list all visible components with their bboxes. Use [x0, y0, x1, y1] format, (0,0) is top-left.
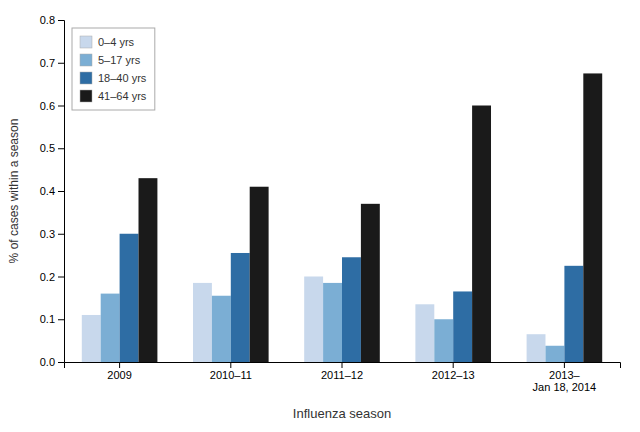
x-tick: 2013–Jan 18, 2014 [533, 362, 597, 393]
y-tick-mark [58, 362, 64, 363]
y-tick: 0.5 [40, 142, 64, 154]
legend-swatch [80, 90, 92, 102]
bar [82, 315, 101, 362]
bar [472, 106, 491, 363]
x-tick-mark [342, 362, 343, 368]
chart: 0.00.10.20.30.40.50.60.70.820092010–1120… [0, 0, 640, 432]
legend-item: 5–17 yrs [80, 54, 141, 66]
x-tick-mark [119, 362, 120, 368]
y-tick-label: 0.1 [40, 313, 55, 325]
y-tick-mark [58, 191, 64, 192]
y-tick-label: 0.0 [40, 356, 55, 368]
bar [101, 294, 120, 362]
plot: 0.00.10.20.30.40.50.60.70.820092010–1120… [7, 14, 621, 421]
bar-series [120, 234, 584, 362]
legend-frame [72, 28, 155, 110]
bar [139, 178, 158, 362]
y-tick-label: 0.4 [40, 185, 55, 197]
y-tick: 0.4 [40, 185, 64, 197]
y-tick-label: 0.7 [40, 57, 55, 69]
x-tick-mark [564, 362, 565, 368]
x-tick-mark [230, 362, 231, 368]
y-tick-mark [58, 148, 64, 149]
legend-label: 18–40 yrs [98, 72, 147, 84]
bar [583, 73, 602, 362]
legend-swatch [80, 36, 92, 48]
x-tick-label: 2011–12 [321, 369, 363, 381]
x-tick: 2009 [107, 362, 131, 381]
bar [361, 204, 380, 362]
y-tick: 0.8 [40, 14, 64, 26]
y-tick-mark [58, 277, 64, 278]
bars [82, 73, 602, 362]
bar [434, 319, 453, 362]
bar [527, 334, 546, 362]
x-tick: 2012–13 [432, 362, 475, 381]
y-tick-label: 0.6 [40, 100, 55, 112]
y-tick-mark [58, 319, 64, 320]
y-tick-label: 0.2 [40, 271, 55, 283]
x-axis-title: Influenza season [293, 406, 391, 421]
legend-label: 0–4 yrs [98, 36, 135, 48]
x-tick: 2010–11 [210, 362, 252, 381]
y-tick: 0.3 [40, 228, 64, 240]
y-tick-mark [58, 106, 64, 107]
x-tick-label: 2010–11 [210, 369, 252, 381]
bar-series [101, 283, 565, 362]
y-axis-line [58, 21, 65, 363]
y-tick-mark [58, 234, 64, 235]
bar [342, 257, 361, 362]
bar [212, 296, 231, 362]
y-tick: 0.6 [40, 100, 64, 112]
y-tick: 0.2 [40, 271, 64, 283]
bar [323, 283, 342, 362]
x-axis-line [65, 363, 621, 369]
bar [250, 187, 269, 362]
bar [193, 283, 212, 362]
bar-series [139, 73, 603, 362]
legend-item: 41–64 yrs [80, 90, 147, 102]
x-tick: 2011–12 [321, 362, 363, 381]
legend-item: 0–4 yrs [80, 36, 135, 48]
x-tick-label: 2009 [107, 369, 131, 381]
y-axis-title: % of cases within a season [7, 119, 21, 264]
bar [304, 277, 323, 363]
x-axis: 2009 2010–11 2011–12 2012–13 2013–Jan 18, 20… [65, 362, 621, 393]
legend-item: 18–40 yrs [80, 72, 147, 84]
y-tick: 0.0 [40, 356, 64, 368]
y-tick-mark [58, 20, 64, 21]
x-tick-label: 2013–Jan 18, 2014 [533, 369, 597, 394]
bar [564, 266, 583, 362]
bar [453, 291, 472, 362]
y-axis: 0.0 0.1 0.2 0.3 0.4 0.5 0.6 0.7 0.8 [40, 14, 65, 368]
legend: 0–4 yrs 5–17 yrs 18–40 yrs 41–64 yrs [72, 28, 155, 110]
bar [231, 253, 250, 362]
bar [415, 304, 434, 362]
legend-label: 5–17 yrs [98, 54, 141, 66]
bar [120, 234, 139, 362]
x-tick-mark [453, 362, 454, 368]
y-tick-mark [58, 63, 64, 64]
y-tick: 0.7 [40, 57, 64, 69]
legend-swatch [80, 72, 92, 84]
y-tick: 0.1 [40, 313, 64, 325]
bar [545, 346, 564, 362]
legend-swatch [80, 54, 92, 66]
y-tick-label: 0.5 [40, 142, 55, 154]
y-tick-label: 0.8 [40, 14, 55, 26]
x-tick-label: 2012–13 [432, 369, 475, 381]
y-tick-label: 0.3 [40, 228, 55, 240]
legend-label: 41–64 yrs [98, 90, 147, 102]
